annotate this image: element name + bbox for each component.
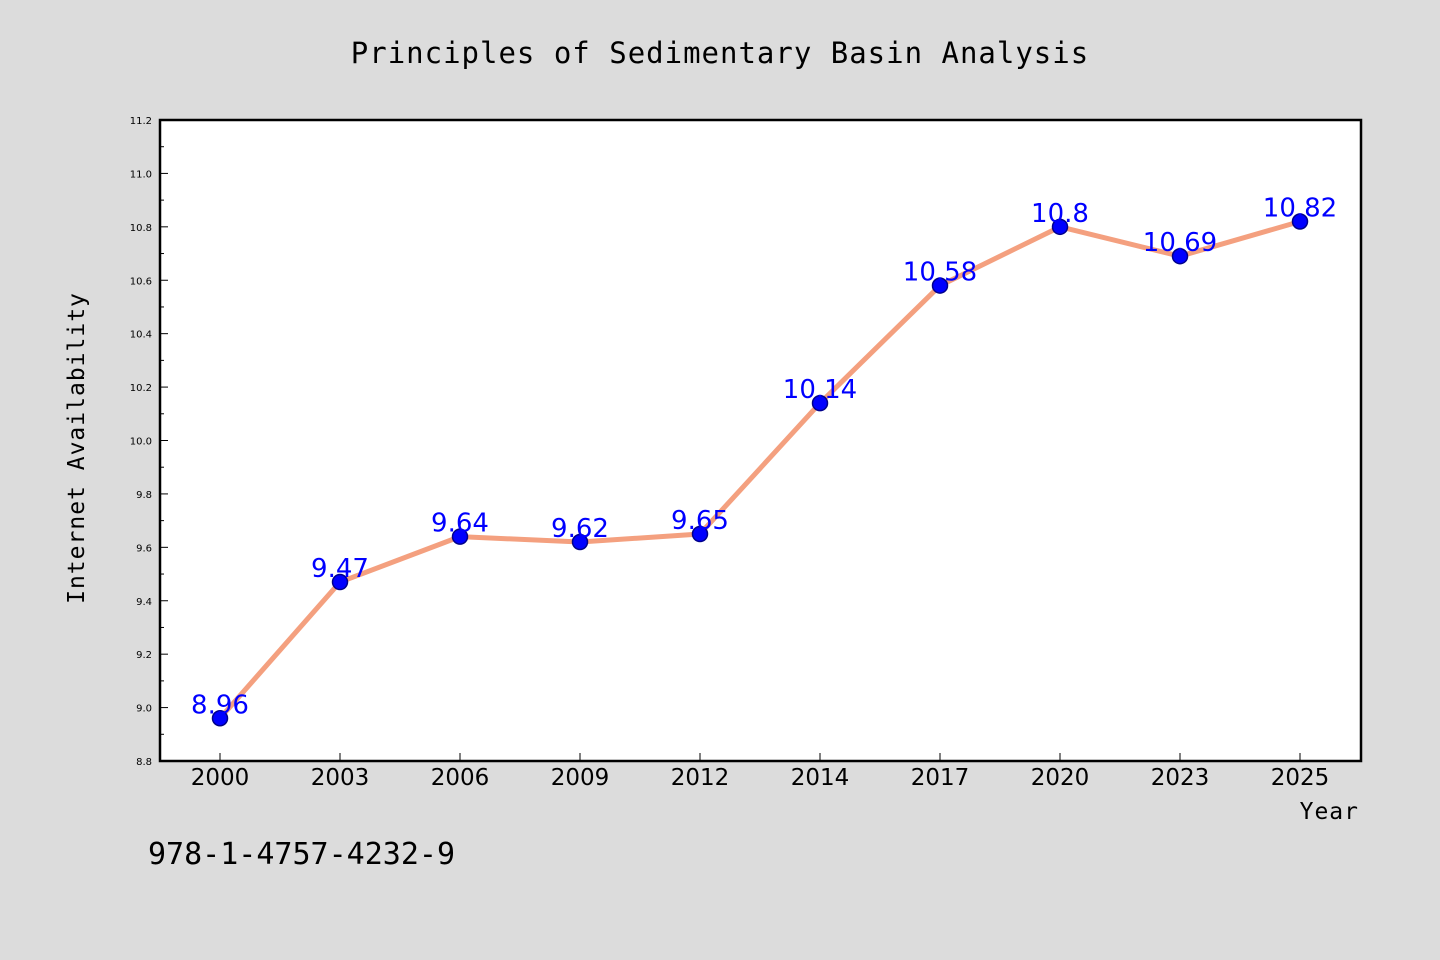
x-tick-label: 2023 bbox=[1151, 765, 1210, 791]
data-label: 10.69 bbox=[1143, 228, 1217, 258]
data-label: 9.65 bbox=[671, 506, 729, 536]
data-label: 9.62 bbox=[551, 514, 609, 544]
data-label: 9.47 bbox=[311, 554, 369, 584]
y-tick-label: 10.0 bbox=[130, 437, 152, 448]
data-label: 10.14 bbox=[783, 375, 857, 405]
y-tick-label: 11.0 bbox=[130, 169, 152, 180]
y-tick-label: 8.8 bbox=[136, 757, 152, 768]
y-tick-label: 10.6 bbox=[130, 276, 152, 287]
data-point bbox=[1051, 218, 1069, 236]
y-tick-label: 10.8 bbox=[130, 223, 152, 234]
y-tick-label: 9.4 bbox=[136, 597, 152, 608]
y-tick-label: 9.6 bbox=[136, 543, 152, 554]
y-tick-label: 9.2 bbox=[136, 650, 152, 661]
y-tick-label: 11.2 bbox=[130, 116, 152, 127]
data-point bbox=[211, 710, 229, 727]
x-tick-label: 2009 bbox=[551, 765, 610, 791]
plot-area bbox=[158, 118, 1363, 763]
x-tick-label: 2012 bbox=[671, 765, 730, 791]
series-layer: 8.96 9.47 9.64 9.62 9.65 10.14 10.58 10.8 10.69 1… bbox=[191, 193, 1337, 727]
y-tick-label: 9.0 bbox=[136, 704, 152, 715]
data-point bbox=[691, 525, 709, 543]
x-tick-label: 2000 bbox=[191, 765, 250, 791]
x-tick-label: 2017 bbox=[911, 765, 970, 791]
x-tick-label: 2014 bbox=[791, 765, 850, 791]
chart-title: Principles of Sedimentary Basin Analysis bbox=[351, 36, 1089, 70]
y-tick-label: 10.2 bbox=[130, 383, 152, 394]
y-axis: 8.8 9.0 9.2 9.4 9.6 9.8 10.0 10.2 10.4 10.6 10.8 11… bbox=[130, 116, 168, 768]
data-label: 10.82 bbox=[1263, 193, 1337, 223]
series-line bbox=[217, 218, 1303, 721]
data-point bbox=[1171, 247, 1189, 265]
x-axis-label: Year bbox=[1300, 799, 1359, 825]
data-point bbox=[1291, 213, 1309, 230]
data-label: 8.96 bbox=[191, 690, 249, 720]
data-label: 9.64 bbox=[431, 509, 489, 539]
x-tick-label: 2006 bbox=[431, 765, 490, 791]
data-label: 10.58 bbox=[903, 258, 977, 288]
x-axis: 2000 2003 2006 2009 2012 2014 2017 2020 2023 2025 bbox=[191, 753, 1330, 791]
y-tick-label: 9.8 bbox=[136, 490, 152, 501]
data-point bbox=[811, 394, 829, 412]
data-label: 10.8 bbox=[1031, 199, 1089, 229]
x-tick-label: 2003 bbox=[311, 765, 370, 791]
y-tick-label: 10.4 bbox=[130, 330, 152, 341]
x-tick-label: 2025 bbox=[1271, 765, 1330, 791]
y-axis-label: Internet Availability bbox=[64, 292, 90, 604]
data-point bbox=[931, 277, 949, 294]
data-point bbox=[331, 573, 349, 591]
data-point bbox=[451, 528, 469, 545]
data-point bbox=[571, 533, 589, 551]
x-tick-label: 2020 bbox=[1031, 765, 1090, 791]
isbn-footnote: 978-1-4757-4232-9 bbox=[148, 837, 455, 872]
